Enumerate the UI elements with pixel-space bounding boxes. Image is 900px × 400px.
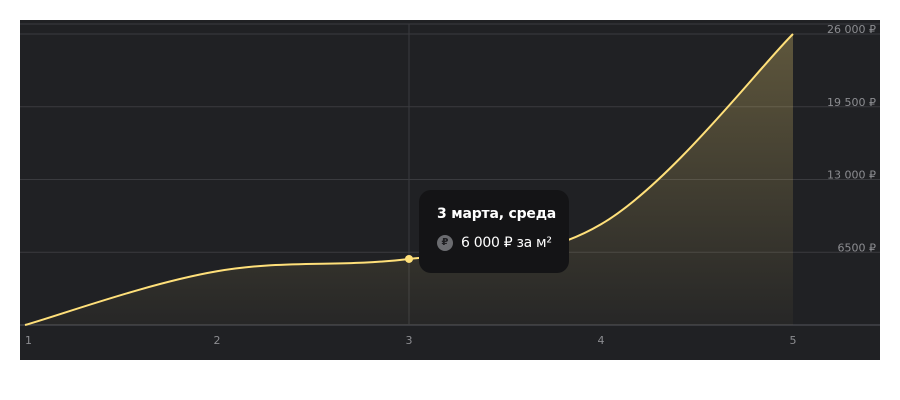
x-tick-label: 1	[25, 334, 32, 347]
area-layer	[24, 33, 794, 326]
y-tick-label: 13 000 ₽	[827, 169, 876, 182]
y-tick-label: 26 000 ₽	[827, 23, 876, 36]
y-tick-label: 6500 ₽	[838, 241, 877, 254]
ruble-icon: ₽	[437, 235, 453, 251]
y-tick-label: 19 500 ₽	[827, 96, 876, 109]
chart-tooltip: 3 марта, среда ₽ 6 000 ₽ за м²	[419, 190, 569, 273]
highlighted-point	[405, 254, 413, 263]
x-tick-label: 5	[790, 334, 797, 347]
tooltip-value: 6 000 ₽ за м²	[461, 235, 552, 251]
x-tick-label: 2	[214, 334, 221, 347]
series-area	[25, 34, 793, 325]
x-tick-label: 4	[598, 334, 605, 347]
tick-labels: 6500 ₽ 13 000 ₽ 19 500 ₽ 26 000 ₽ 1 2 3 4 5	[25, 23, 876, 347]
chart-panel: 6500 ₽ 13 000 ₽ 19 500 ₽ 26 000 ₽ 1 2 3 4 5 3 ма…	[20, 20, 880, 360]
series-line	[24, 33, 794, 326]
tooltip-title: 3 марта, среда	[437, 206, 557, 222]
x-tick-label: 3	[406, 334, 413, 347]
price-chart: 6500 ₽ 13 000 ₽ 19 500 ₽ 26 000 ₽ 1 2 3 4 5	[20, 23, 880, 347]
tooltip-row: ₽ 6 000 ₽ за м²	[437, 235, 569, 251]
